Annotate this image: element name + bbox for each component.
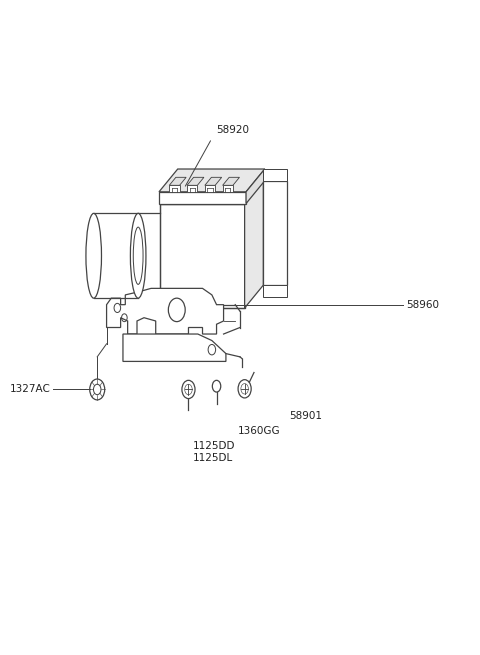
Polygon shape [264, 181, 287, 285]
Polygon shape [159, 192, 246, 204]
Polygon shape [205, 185, 215, 192]
Polygon shape [187, 178, 204, 185]
Polygon shape [107, 288, 224, 334]
Polygon shape [94, 214, 138, 298]
Polygon shape [264, 169, 287, 181]
Polygon shape [187, 185, 197, 192]
Text: 1125DL: 1125DL [193, 453, 233, 463]
Polygon shape [205, 178, 222, 185]
Circle shape [212, 381, 221, 392]
Polygon shape [246, 169, 265, 204]
Text: 58901: 58901 [289, 411, 322, 421]
Polygon shape [159, 169, 265, 192]
Polygon shape [123, 334, 226, 362]
Polygon shape [160, 204, 245, 308]
Polygon shape [169, 178, 186, 185]
Text: 1125DD: 1125DD [193, 441, 236, 451]
Polygon shape [245, 181, 264, 308]
Text: 58960: 58960 [406, 300, 439, 310]
Text: 58920: 58920 [216, 125, 250, 135]
Ellipse shape [86, 214, 101, 298]
Polygon shape [169, 185, 180, 192]
Ellipse shape [131, 214, 146, 298]
Polygon shape [264, 285, 287, 297]
Circle shape [182, 381, 195, 399]
Polygon shape [223, 185, 233, 192]
Text: 1360GG: 1360GG [238, 426, 280, 436]
Polygon shape [223, 178, 240, 185]
Circle shape [90, 379, 105, 400]
Polygon shape [160, 181, 264, 204]
Circle shape [238, 380, 251, 398]
Text: 1327AC: 1327AC [10, 384, 50, 394]
